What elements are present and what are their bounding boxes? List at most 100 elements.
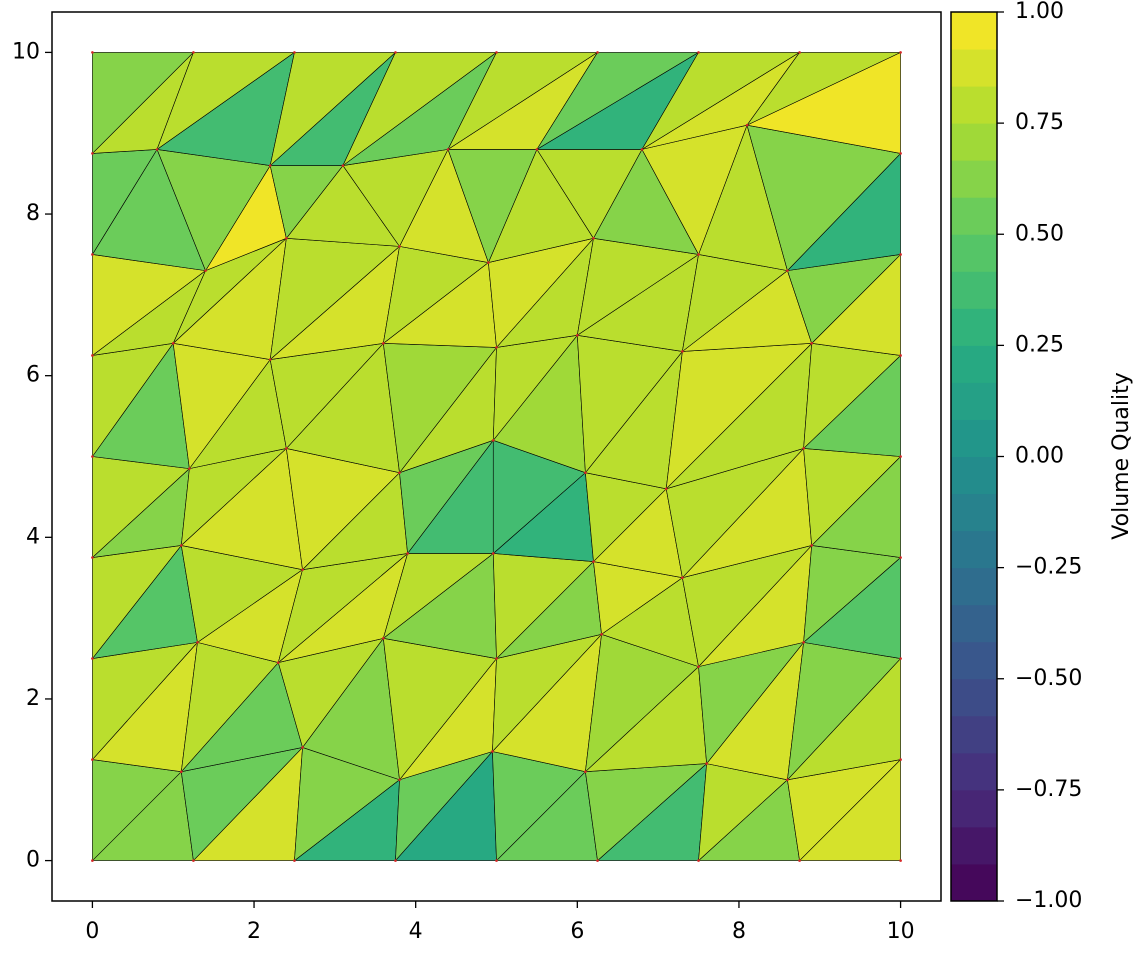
mesh-node: [180, 544, 183, 547]
colorbar-tick-label: 1.00: [1015, 0, 1064, 24]
colorbar-tick-label: −0.75: [1015, 777, 1082, 802]
mesh-node: [91, 758, 94, 761]
mesh-node: [681, 576, 684, 580]
mesh-node: [192, 51, 195, 54]
mesh-node: [664, 487, 668, 491]
mesh-node: [899, 51, 902, 54]
mesh-node: [802, 447, 805, 450]
mesh-triangle: [156, 52, 295, 150]
mesh-node: [697, 665, 700, 668]
mesh-node: [276, 661, 280, 664]
colorbar-band: [951, 604, 997, 643]
colorbar-tick-label: 0.25: [1015, 332, 1064, 357]
mesh-node: [285, 236, 288, 240]
mesh-node: [171, 342, 175, 345]
mesh-node: [406, 552, 409, 555]
mesh-node: [600, 633, 603, 636]
colorbar: [951, 12, 997, 902]
mesh-node: [592, 236, 595, 240]
mesh-node: [293, 859, 296, 862]
mesh-node: [268, 164, 272, 167]
mesh-node: [810, 544, 813, 547]
y-tick-label: 4: [26, 524, 40, 549]
colorbar-band: [951, 789, 997, 828]
colorbar-band: [951, 123, 997, 161]
colorbar-band: [951, 308, 997, 346]
mesh-node: [640, 148, 644, 151]
colorbar-band: [951, 752, 997, 791]
mesh-node: [745, 123, 749, 127]
mesh-node: [697, 253, 700, 256]
colorbar-band: [951, 419, 997, 457]
colorbar-band: [951, 715, 997, 754]
colorbar-band: [951, 271, 997, 309]
mesh-triangle: [342, 52, 497, 166]
mesh-node: [495, 51, 498, 54]
mesh-node: [91, 354, 94, 357]
mesh-node: [592, 560, 595, 563]
colorbar-tick-label: 0.50: [1015, 221, 1064, 246]
mesh-node: [155, 148, 159, 151]
colorbar-tick-label: −0.50: [1015, 666, 1082, 691]
mesh-node: [495, 657, 498, 660]
colorbar-band: [951, 456, 997, 495]
y-tick-label: 2: [26, 686, 40, 711]
y-tick-label: 6: [26, 363, 40, 388]
colorbar-band: [951, 493, 997, 532]
mesh-node: [268, 358, 272, 361]
mesh-node: [899, 253, 902, 256]
mesh-node: [491, 439, 495, 442]
mesh-node: [188, 467, 191, 470]
mesh-node: [341, 164, 345, 167]
colorbar-tick-label: −1.00: [1015, 888, 1082, 913]
mesh-node: [285, 447, 288, 450]
x-tick-label: 2: [247, 919, 261, 944]
colorbar-band: [951, 345, 997, 383]
mesh-node: [180, 770, 183, 773]
mesh-node: [584, 471, 587, 474]
mesh-node: [491, 552, 495, 555]
mesh-node: [899, 354, 902, 357]
mesh-node: [576, 333, 579, 337]
mesh-triangle: [536, 52, 699, 150]
mesh-node: [394, 859, 397, 862]
mesh-node: [91, 455, 94, 458]
mesh-triangle: [746, 52, 901, 126]
mesh-node: [705, 762, 708, 765]
x-tick-label: 0: [85, 919, 99, 944]
colorbar-band: [951, 49, 997, 87]
colorbar-band: [951, 234, 997, 272]
colorbar-band: [951, 160, 997, 198]
mesh-node: [596, 51, 599, 54]
colorbar-tick-label: −0.25: [1015, 555, 1082, 580]
mesh-node: [681, 350, 684, 353]
mesh-node: [398, 245, 401, 248]
mesh-node: [697, 51, 700, 54]
axes-frame: [51, 11, 942, 902]
x-tick-label: 10: [887, 919, 915, 944]
y-tick-label: 0: [26, 848, 40, 873]
mesh-node: [196, 641, 199, 644]
colorbar-band: [951, 12, 997, 50]
mesh-node: [786, 269, 789, 272]
colorbar-label: Volume Quality: [1109, 372, 1134, 539]
colorbar-band: [951, 86, 997, 124]
mesh-node: [301, 568, 304, 571]
mesh-node: [91, 152, 94, 155]
mesh-triangle: [92, 52, 194, 154]
mesh-node: [596, 859, 599, 862]
x-tick-label: 4: [409, 919, 423, 944]
mesh-node: [301, 746, 304, 749]
mesh-node: [798, 859, 801, 862]
colorbar-band: [951, 678, 997, 717]
mesh-node: [495, 859, 498, 862]
mesh-node: [899, 556, 902, 559]
mesh-node: [899, 657, 902, 660]
colorbar-band: [951, 641, 997, 680]
mesh-triangle: [269, 52, 396, 166]
mesh-node: [798, 51, 801, 54]
colorbar-band: [951, 826, 997, 865]
mesh-node: [91, 253, 94, 256]
mesh-node: [584, 770, 587, 773]
x-tick-label: 8: [732, 919, 746, 944]
